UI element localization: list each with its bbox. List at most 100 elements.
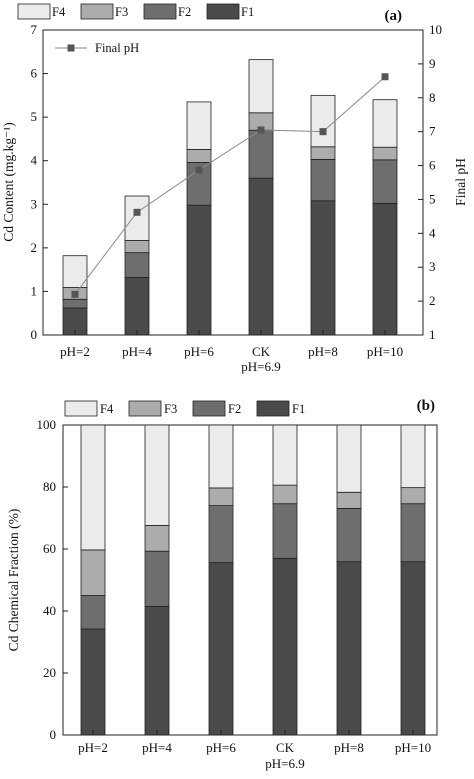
panel-a-y-axis-label: Cd Content (mg.kg⁻¹) xyxy=(1,122,16,242)
y2-tick-label: 5 xyxy=(429,191,436,206)
legend-label-f2: F2 xyxy=(228,402,241,416)
y2-tick-label: 3 xyxy=(429,259,436,274)
bar-f1 xyxy=(186,204,212,336)
bar-f3 xyxy=(336,491,362,509)
y2-tick-label: 8 xyxy=(429,90,436,105)
legend-swatch-f2 xyxy=(192,400,226,417)
ph-point xyxy=(195,166,203,174)
bar-f3 xyxy=(80,549,106,596)
x-tick-label: CK xyxy=(276,740,295,755)
bar-f4 xyxy=(144,424,170,526)
x-tick-label: pH=6.9 xyxy=(241,359,280,374)
bar-f2 xyxy=(248,129,274,179)
bar-f3 xyxy=(372,146,398,161)
y-tick-label: 100 xyxy=(37,417,57,432)
bar-f2 xyxy=(372,159,398,204)
legend-swatch-f1 xyxy=(256,400,290,417)
x-tick-label: pH=4 xyxy=(142,740,172,755)
y-tick-label: 4 xyxy=(31,153,38,168)
bar-f3 xyxy=(400,487,426,505)
y-tick-label: 80 xyxy=(43,479,56,494)
panel-b-bars xyxy=(80,424,426,736)
legend-label-f1: F1 xyxy=(241,5,254,19)
legend-label-f3: F3 xyxy=(115,5,128,19)
x-tick-label: CK xyxy=(252,344,271,359)
ph-point xyxy=(133,208,141,216)
panel-a-frame xyxy=(42,29,424,336)
y-tick-label: 6 xyxy=(31,66,38,81)
y-tick-label: 0 xyxy=(50,727,57,742)
ph-point xyxy=(381,73,389,81)
x-tick-label: pH=2 xyxy=(78,740,108,755)
panel-b: (b) Cd Chemical Fraction (%) 0 20 40 60 80 10… xyxy=(6,398,438,771)
panel-a-ph-line xyxy=(71,73,389,298)
bar-f1 xyxy=(372,203,398,336)
y-tick-label: 3 xyxy=(31,196,38,211)
y-tick-label: 20 xyxy=(43,665,56,680)
bar-f1 xyxy=(208,562,234,736)
bar-f3 xyxy=(124,240,150,254)
bar-f4 xyxy=(400,424,426,489)
bar-f1 xyxy=(400,561,426,736)
bar-f4 xyxy=(248,59,274,114)
x-tick-label: pH=6.9 xyxy=(265,756,304,771)
bar-f1 xyxy=(80,628,106,736)
bar-f4 xyxy=(336,424,362,493)
bar-f1 xyxy=(248,177,274,336)
ph-line xyxy=(74,76,386,295)
y2-tick-label: 6 xyxy=(429,158,436,173)
bar-f4 xyxy=(208,424,234,489)
bar-f4 xyxy=(186,101,212,150)
y2-tick-label: 7 xyxy=(429,124,436,139)
legend-swatch-f2 xyxy=(143,3,177,20)
legend-label-f1: F1 xyxy=(292,402,305,416)
bar-f4 xyxy=(372,99,398,148)
ph-point xyxy=(257,126,265,134)
y-tick-label: 1 xyxy=(31,283,38,298)
legend-line-marker xyxy=(67,44,75,52)
x-tick-label: pH=6 xyxy=(206,740,236,755)
x-tick-label: pH=10 xyxy=(367,344,403,359)
bar-f3 xyxy=(144,525,170,552)
bar-f2 xyxy=(144,550,170,607)
legend-swatch-f4 xyxy=(64,400,98,417)
bar-f2 xyxy=(336,507,362,563)
bar-f1 xyxy=(124,277,150,336)
legend-swatch-f3 xyxy=(80,3,114,20)
legend-label-f4: F4 xyxy=(100,402,114,416)
legend-swatch-f4 xyxy=(17,3,51,20)
bar-f1 xyxy=(272,557,298,736)
panel-a-line-legend: Final pH xyxy=(55,41,139,55)
legend-swatch-f1 xyxy=(206,3,240,20)
bar-f3 xyxy=(310,146,336,160)
bar-f2 xyxy=(208,505,234,564)
ph-point xyxy=(319,128,327,136)
y-tick-label: 0 xyxy=(31,327,38,342)
bar-f3 xyxy=(272,484,298,505)
panel-a-bars xyxy=(62,59,398,336)
panel-b-letter: (b) xyxy=(417,398,435,414)
bar-f2 xyxy=(272,503,298,559)
bar-f4 xyxy=(272,424,298,486)
x-tick-label: pH=2 xyxy=(60,344,90,359)
bar-f2 xyxy=(124,252,150,278)
bar-f2 xyxy=(80,595,106,630)
y-tick-label: 60 xyxy=(43,541,56,556)
bar-f4 xyxy=(62,255,88,288)
ph-point xyxy=(71,290,79,298)
y2-tick-label: 9 xyxy=(429,56,436,71)
y-tick-label: 2 xyxy=(31,240,38,255)
bar-f4 xyxy=(310,94,336,148)
bar-f4 xyxy=(124,195,150,241)
bar-f4 xyxy=(80,424,106,551)
x-tick-label: pH=8 xyxy=(334,740,364,755)
y-tick-label: 5 xyxy=(31,109,38,124)
bar-f3 xyxy=(186,148,212,163)
legend-swatch-f3 xyxy=(128,400,162,417)
panel-b-legend: F4 F3 F2 F1 xyxy=(64,400,305,417)
bar-f2 xyxy=(400,503,426,563)
legend-label-final-ph: Final pH xyxy=(95,41,139,55)
